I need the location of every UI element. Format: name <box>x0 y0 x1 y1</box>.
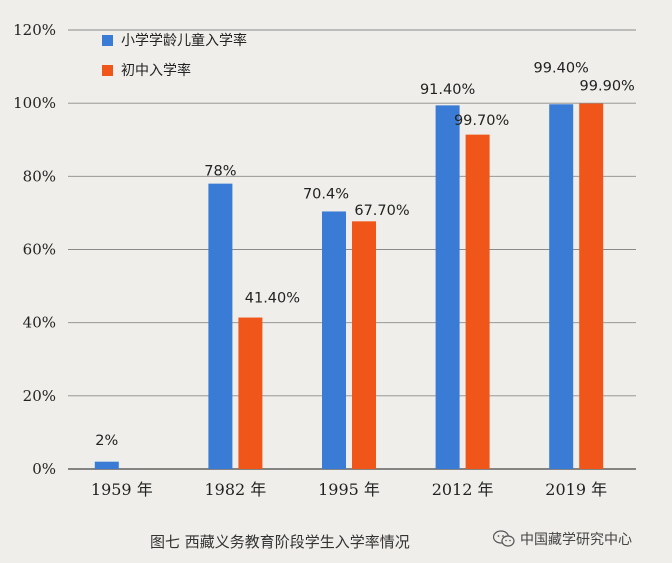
bar <box>238 317 263 469</box>
x-category-label: 1995 年 <box>318 480 380 499</box>
watermark: 中国藏学研究中心 <box>493 529 632 549</box>
y-tick-label: 60% <box>23 241 56 259</box>
data-label: 67.70% <box>354 203 409 219</box>
y-tick-label: 40% <box>23 314 56 332</box>
x-category-label: 1982 年 <box>204 480 266 499</box>
data-label: 2% <box>95 433 118 449</box>
y-tick-label: 80% <box>23 167 56 185</box>
data-label: 78% <box>204 164 236 180</box>
x-category-label: 2019 年 <box>545 480 607 499</box>
bar <box>549 104 574 470</box>
data-labels: 2% 78% 41.40% 70.4% 67.70% 91.40% 99.70% 99.40%… <box>95 61 635 450</box>
data-label: 99.40% <box>534 61 589 77</box>
legend-label: 小学学龄儿童入学率 <box>121 32 247 49</box>
bar <box>435 105 460 469</box>
data-label: 99.70% <box>454 113 509 129</box>
legend-swatch <box>102 35 113 46</box>
bar <box>94 461 119 469</box>
bar <box>322 211 346 469</box>
data-label: 99.90% <box>580 79 635 95</box>
legend-label: 初中入学率 <box>121 62 191 79</box>
x-axis-categories: 1959 年 1982 年 1995 年 2012 年 2019 年 <box>91 480 607 499</box>
figure-caption: 图七 西藏义务教育阶段学生入学率情况 <box>150 533 410 551</box>
x-category-label: 1959 年 <box>91 480 153 499</box>
data-label: 91.40% <box>420 82 475 98</box>
data-label: 70.4% <box>303 186 349 202</box>
bar <box>208 183 233 469</box>
bar <box>352 221 376 469</box>
bar-chart: 0% 20% 40% 60% 80% 100% 120% 2% 78% 41.40% 70.4% 6… <box>13 21 636 499</box>
wechat-icon <box>493 530 515 547</box>
y-tick-label: 20% <box>23 387 56 405</box>
bar <box>465 134 490 469</box>
gridlines <box>68 29 636 470</box>
data-label: 41.40% <box>245 291 300 307</box>
y-tick-label: 100% <box>13 94 56 112</box>
y-axis-ticks: 0% 20% 40% 60% 80% 100% 120% <box>13 21 56 478</box>
bars <box>94 103 604 470</box>
legend-swatch <box>102 65 113 76</box>
y-tick-label: 0% <box>32 460 56 478</box>
watermark-text: 中国藏学研究中心 <box>520 532 632 548</box>
bar <box>579 103 604 469</box>
x-category-label: 2012 年 <box>432 480 494 499</box>
y-tick-label: 120% <box>13 21 56 39</box>
